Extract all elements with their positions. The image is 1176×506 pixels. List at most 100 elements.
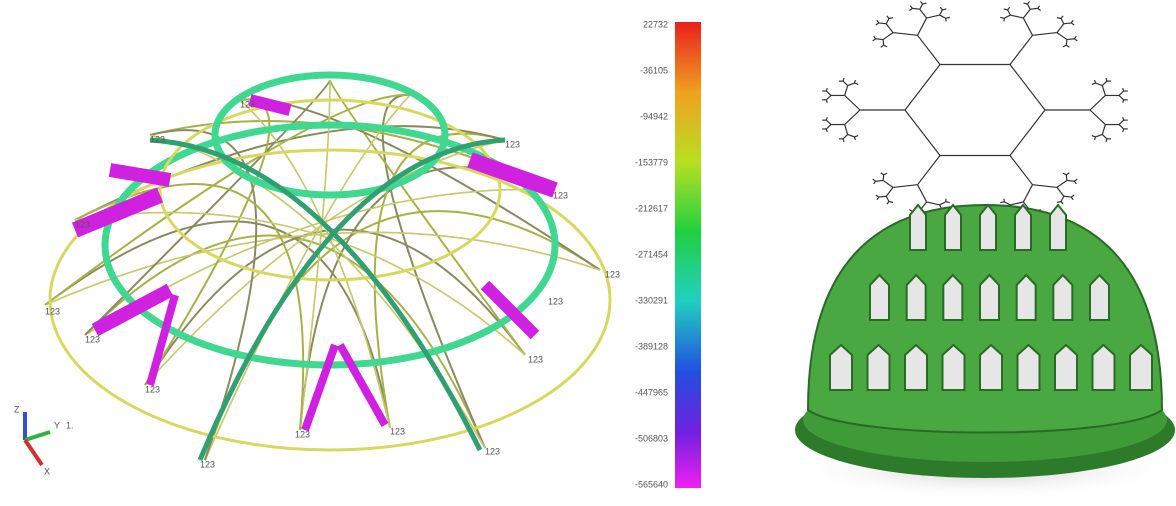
branch bbox=[887, 201, 889, 204]
green-dome bbox=[785, 205, 1176, 500]
branch bbox=[1064, 196, 1071, 197]
scale-label: -565640 bbox=[635, 479, 668, 489]
node-label: 123 bbox=[528, 354, 543, 364]
dome-window bbox=[1050, 205, 1066, 250]
branch bbox=[918, 155, 941, 184]
branch bbox=[826, 88, 827, 91]
branch bbox=[1095, 80, 1096, 83]
branch bbox=[1004, 202, 1010, 205]
y-label: Y bbox=[54, 420, 60, 430]
branch bbox=[876, 195, 879, 197]
branch bbox=[1071, 23, 1074, 25]
branch bbox=[1057, 180, 1067, 187]
branch bbox=[1090, 95, 1105, 110]
scale-label: -36105 bbox=[640, 65, 668, 75]
branch bbox=[1123, 117, 1124, 120]
branch bbox=[854, 137, 855, 140]
dome-window bbox=[1018, 345, 1040, 390]
dome-window bbox=[868, 345, 890, 390]
branch bbox=[893, 185, 917, 188]
dome-window bbox=[1053, 275, 1072, 320]
branch bbox=[1063, 45, 1066, 47]
branch bbox=[1023, 18, 1032, 35]
branch bbox=[889, 18, 893, 19]
dome-window bbox=[907, 275, 926, 320]
branch bbox=[876, 180, 883, 181]
branch bbox=[886, 19, 889, 24]
branch bbox=[940, 202, 946, 205]
branch bbox=[1010, 202, 1023, 205]
branch bbox=[874, 36, 876, 39]
branch bbox=[879, 196, 886, 197]
dome-window bbox=[1093, 345, 1115, 390]
branch bbox=[1106, 78, 1107, 81]
branch bbox=[1119, 125, 1124, 129]
branch bbox=[1004, 15, 1010, 18]
branch bbox=[1066, 173, 1069, 175]
branch bbox=[940, 15, 946, 18]
node-label: 123 bbox=[85, 334, 100, 344]
dome-window bbox=[910, 205, 926, 250]
node-label: 123 bbox=[390, 426, 405, 436]
branch bbox=[1067, 39, 1074, 40]
scale-label: -330291 bbox=[635, 295, 668, 305]
branch bbox=[1057, 33, 1067, 40]
branch bbox=[940, 10, 943, 15]
branch bbox=[883, 40, 884, 46]
branch bbox=[884, 45, 887, 47]
scale-label: -506803 bbox=[635, 433, 668, 443]
stress-band bbox=[110, 170, 170, 180]
branch bbox=[1102, 134, 1107, 138]
z-label: Z bbox=[14, 404, 20, 414]
branch bbox=[1057, 201, 1061, 202]
branch bbox=[893, 33, 917, 36]
branch bbox=[826, 117, 827, 120]
branch bbox=[1061, 19, 1064, 24]
scale-label: -447965 bbox=[635, 387, 668, 397]
scale-label: -271454 bbox=[635, 249, 668, 259]
branch bbox=[927, 15, 940, 18]
branch bbox=[1027, 1, 1029, 4]
color-scale bbox=[675, 22, 701, 488]
branch bbox=[1010, 15, 1023, 18]
branch bbox=[918, 35, 941, 64]
branch bbox=[1074, 181, 1076, 184]
branch bbox=[946, 202, 950, 203]
branch bbox=[918, 18, 927, 35]
node-label: 123 bbox=[150, 134, 165, 144]
dome-window bbox=[943, 345, 965, 390]
branch bbox=[826, 125, 831, 129]
branch bbox=[1066, 175, 1067, 181]
branch bbox=[1090, 110, 1105, 125]
branch bbox=[1071, 197, 1073, 200]
branch bbox=[889, 201, 893, 202]
stress-band bbox=[150, 295, 175, 385]
branch bbox=[845, 110, 860, 125]
branch bbox=[946, 17, 950, 18]
branch bbox=[826, 100, 827, 103]
branch bbox=[1074, 39, 1077, 41]
node-label: 123 bbox=[200, 459, 215, 469]
dome-window bbox=[980, 275, 999, 320]
branch bbox=[826, 129, 827, 132]
node-label: 123 bbox=[605, 269, 620, 279]
branch bbox=[883, 175, 884, 181]
node-label: 123 bbox=[145, 384, 160, 394]
dome-window bbox=[830, 345, 852, 390]
branch bbox=[1119, 91, 1124, 95]
branch bbox=[1092, 83, 1096, 84]
branch bbox=[1067, 180, 1074, 181]
dome-window bbox=[870, 275, 889, 320]
branch bbox=[1119, 95, 1124, 99]
branch bbox=[873, 179, 876, 181]
dome-window bbox=[1055, 345, 1077, 390]
branch bbox=[1092, 136, 1096, 137]
scale-label: -212617 bbox=[635, 203, 668, 213]
branch bbox=[883, 180, 893, 187]
branch bbox=[876, 39, 883, 40]
branch bbox=[848, 134, 855, 136]
node-label: 123 bbox=[75, 219, 90, 229]
scale-label: -153779 bbox=[635, 157, 668, 167]
branch bbox=[843, 81, 848, 85]
